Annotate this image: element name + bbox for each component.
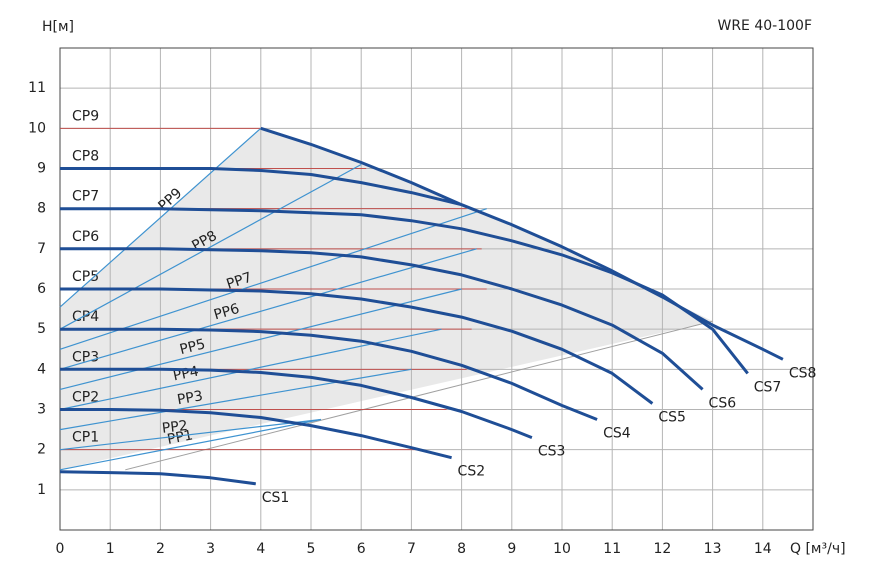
curve	[60, 247, 704, 391]
curve-label: CS2	[458, 464, 486, 480]
x-tick-label: 9	[507, 541, 516, 557]
pp-label: PP3	[176, 388, 204, 408]
curve	[60, 207, 749, 375]
y-tick-label: 4	[37, 361, 46, 377]
y-tick-label: 7	[37, 241, 46, 257]
pp-line	[59, 368, 412, 431]
cp-label: CP1	[72, 430, 99, 446]
x-tick-label: 1	[106, 541, 115, 557]
boundary-line	[125, 320, 713, 471]
curve-label: CS6	[709, 395, 737, 411]
x-tick-label: 6	[357, 541, 366, 557]
chart-title: WRE 40-100F	[717, 18, 812, 34]
pp-label: PP6	[212, 301, 241, 324]
y-tick-label: 3	[37, 402, 46, 418]
cp-label: CP5	[72, 269, 99, 285]
curve	[60, 327, 598, 421]
y-tick-label: 5	[37, 321, 46, 337]
curve	[60, 287, 654, 405]
curve-label: CS4	[603, 426, 631, 442]
curve	[59, 470, 256, 486]
cp-label: CP2	[72, 390, 99, 406]
x-axis-label: Q [м³/ч]	[790, 541, 846, 557]
pp-label: PP2	[161, 418, 188, 437]
pp-label: PP1	[166, 427, 194, 448]
curve	[60, 126, 784, 361]
x-tick-label: 0	[56, 541, 65, 557]
cp-label: CP8	[72, 149, 99, 165]
cp-label: CP7	[72, 189, 99, 205]
y-tick-label: 10	[28, 120, 46, 136]
y-tick-label: 2	[37, 442, 46, 458]
curve-label: CS7	[754, 379, 782, 395]
pp-line	[59, 418, 322, 451]
pp-line	[59, 418, 322, 471]
x-tick-label: 5	[307, 541, 316, 557]
x-tick-label: 11	[603, 541, 621, 557]
x-tick-label: 8	[457, 541, 466, 557]
cp-label: CP9	[72, 108, 99, 124]
curve	[60, 408, 452, 460]
x-tick-label: 4	[256, 541, 265, 557]
y-tick-label: 1	[37, 482, 46, 498]
pp-line	[59, 208, 487, 350]
y-tick-label: 6	[37, 281, 46, 297]
pp-line	[59, 248, 477, 370]
pp-label: PP7	[224, 270, 254, 293]
pp-line	[59, 163, 362, 330]
x-tick-label: 7	[407, 541, 416, 557]
x-tick-label: 2	[156, 541, 165, 557]
pp-line	[59, 328, 442, 411]
curve-label: CS8	[789, 365, 817, 381]
curve-label: CS3	[538, 444, 566, 460]
y-tick-label: 11	[28, 80, 46, 96]
y-axis-label: H[м]	[42, 19, 74, 35]
x-tick-label: 10	[553, 541, 571, 557]
y-tick-label: 8	[37, 201, 46, 217]
pp-line	[59, 127, 262, 308]
curve	[60, 367, 533, 439]
x-tick-label: 3	[206, 541, 215, 557]
curve-label: CS5	[658, 409, 686, 425]
curve-label: CS1	[262, 490, 290, 506]
x-tick-label: 14	[754, 541, 772, 557]
y-tick-label: 9	[37, 161, 46, 177]
cp-label: CP4	[72, 309, 99, 325]
shaded-region	[60, 128, 713, 470]
x-tick-label: 13	[704, 541, 722, 557]
cp-label: CP3	[72, 349, 99, 365]
cp-label: CP6	[72, 229, 99, 245]
pp-label: PP5	[178, 336, 207, 358]
x-tick-label: 12	[653, 541, 671, 557]
